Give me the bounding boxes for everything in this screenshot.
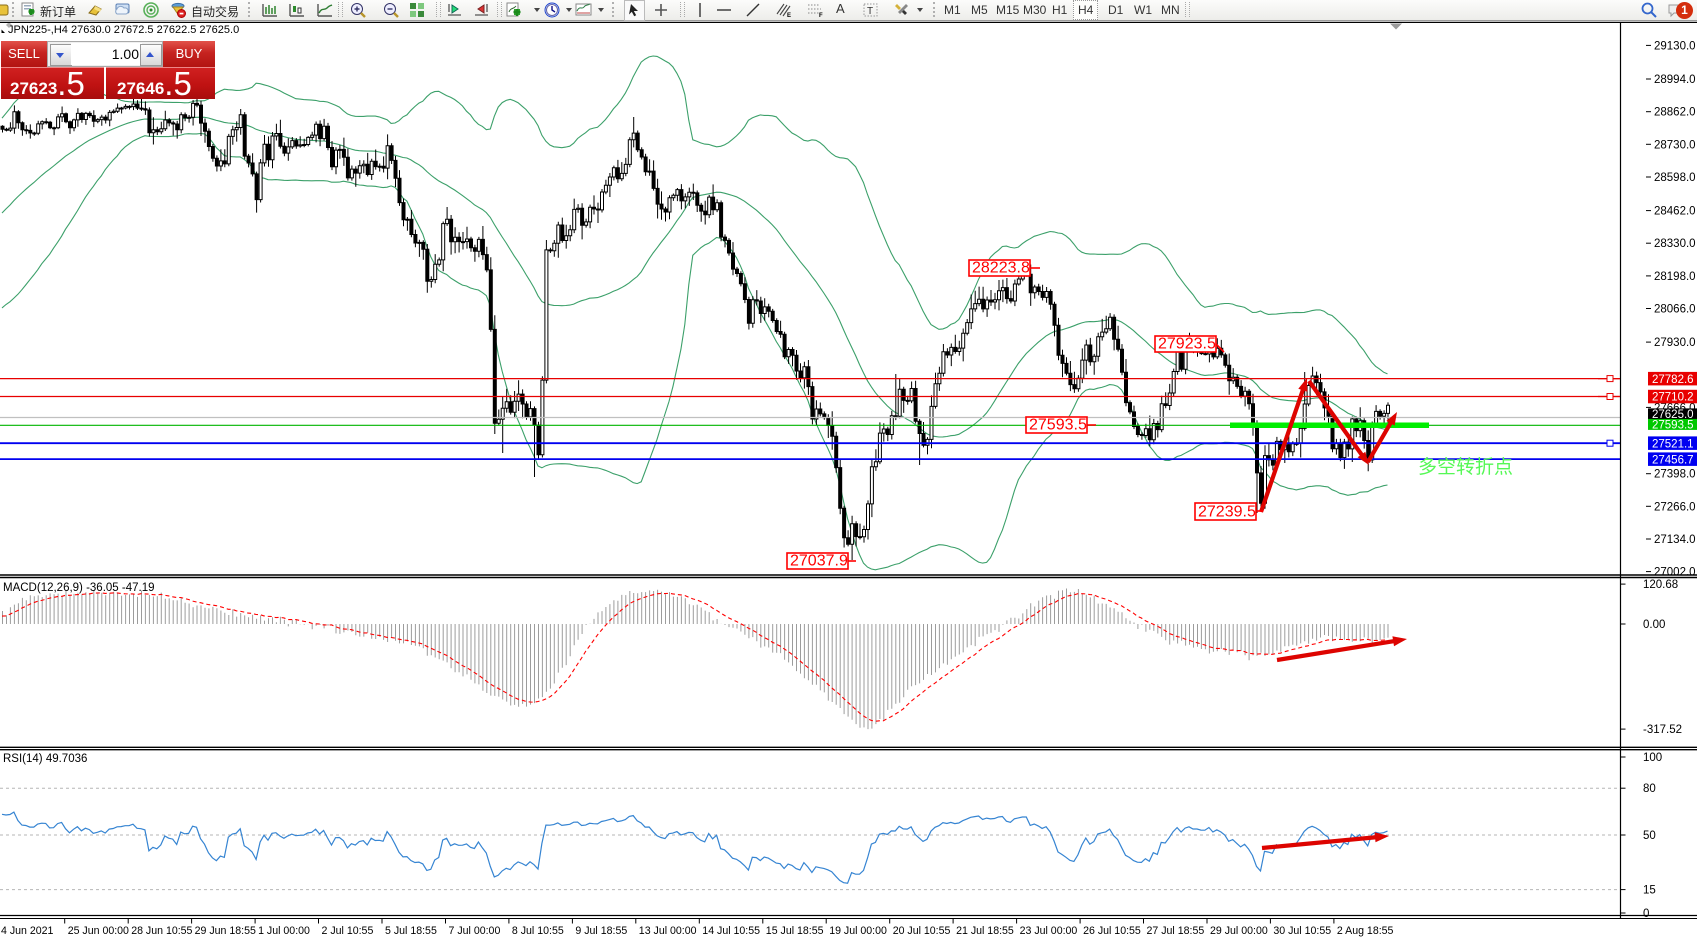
svg-text:MACD(12,26,9) -36.05 -47.19: MACD(12,26,9) -36.05 -47.19 [3,582,155,594]
svg-text:29 Jun 18:55: 29 Jun 18:55 [195,925,256,937]
svg-text:28598.0: 28598.0 [1654,172,1696,184]
svg-text:27037.9: 27037.9 [790,553,848,570]
svg-text:27002.0: 27002.0 [1654,567,1696,579]
svg-text:27456.7: 27456.7 [1652,454,1694,466]
svg-text:27239.5: 27239.5 [1198,504,1256,521]
svg-text:29130.0: 29130.0 [1654,40,1696,52]
svg-text:15: 15 [1643,885,1656,897]
svg-text:27710.2: 27710.2 [1652,392,1694,404]
svg-text:多空转折点: 多空转折点 [1418,456,1513,478]
svg-text:25 Jun 00:00: 25 Jun 00:00 [68,925,129,937]
svg-text:-317.52: -317.52 [1643,724,1682,736]
svg-text:1 Jul 00:00: 1 Jul 00:00 [258,925,310,937]
svg-text:28862.0: 28862.0 [1654,107,1696,119]
svg-text:2 Aug 18:55: 2 Aug 18:55 [1337,925,1394,937]
svg-text:15 Jul 18:55: 15 Jul 18:55 [766,925,824,937]
svg-text:100: 100 [1643,752,1662,764]
svg-text:9 Jul 18:55: 9 Jul 18:55 [575,925,627,937]
svg-text:27930.0: 27930.0 [1654,337,1696,349]
svg-text:80: 80 [1643,783,1656,795]
svg-text:23 Jul 00:00: 23 Jul 00:00 [1020,925,1078,937]
svg-text:26 Jul 10:55: 26 Jul 10:55 [1083,925,1141,937]
svg-text:F: F [819,13,823,19]
svg-text:0: 0 [1643,908,1649,920]
svg-text:14 Jul 10:55: 14 Jul 10:55 [702,925,760,937]
svg-text:19 Jul 00:00: 19 Jul 00:00 [829,925,887,937]
svg-text:27923.5: 27923.5 [1158,336,1216,353]
svg-text:28223.8: 28223.8 [972,260,1030,277]
svg-text:27 Jul 18:55: 27 Jul 18:55 [1147,925,1205,937]
svg-text:28730.0: 28730.0 [1654,139,1696,151]
svg-text:27398.0: 27398.0 [1654,469,1696,481]
svg-text:RSI(14) 49.7036: RSI(14) 49.7036 [3,753,87,765]
svg-text:27782.6: 27782.6 [1652,374,1694,386]
svg-text:30 Jul 10:55: 30 Jul 10:55 [1273,925,1331,937]
svg-text:T: T [867,6,873,17]
svg-text:50: 50 [1643,830,1656,842]
svg-text:28198.0: 28198.0 [1654,271,1696,283]
svg-text:28066.0: 28066.0 [1654,304,1696,316]
svg-text:JPN225-,H4 27630.0 27672.5 27: JPN225-,H4 27630.0 27672.5 27622.5 27625… [8,24,239,36]
svg-text:13 Jul 00:00: 13 Jul 00:00 [639,925,697,937]
svg-text:4 Jun 2021: 4 Jun 2021 [1,925,54,937]
svg-text:27134.0: 27134.0 [1654,534,1696,546]
svg-text:27593.5: 27593.5 [1652,419,1694,431]
svg-text:E: E [787,13,791,19]
svg-text:27266.0: 27266.0 [1654,501,1696,513]
svg-text:27521.1: 27521.1 [1652,438,1694,450]
svg-text:120.68: 120.68 [1643,579,1678,591]
svg-text:8 Jul 10:55: 8 Jul 10:55 [512,925,564,937]
svg-text:5 Jul 18:55: 5 Jul 18:55 [385,925,437,937]
svg-text:28330.0: 28330.0 [1654,238,1696,250]
svg-text:21 Jul 18:55: 21 Jul 18:55 [956,925,1014,937]
svg-text:28 Jun 10:55: 28 Jun 10:55 [131,925,192,937]
svg-text:27593.5: 27593.5 [1029,417,1087,434]
svg-text:27625.0: 27625.0 [1652,409,1694,421]
svg-text:20 Jul 10:55: 20 Jul 10:55 [893,925,951,937]
svg-text:28462.0: 28462.0 [1654,206,1696,218]
svg-text:2 Jul 10:55: 2 Jul 10:55 [322,925,374,937]
svg-text:29 Jul 00:00: 29 Jul 00:00 [1210,925,1268,937]
svg-text:0.00: 0.00 [1643,619,1665,631]
svg-text:7 Jul 00:00: 7 Jul 00:00 [449,925,501,937]
svg-text:28994.0: 28994.0 [1654,74,1696,86]
